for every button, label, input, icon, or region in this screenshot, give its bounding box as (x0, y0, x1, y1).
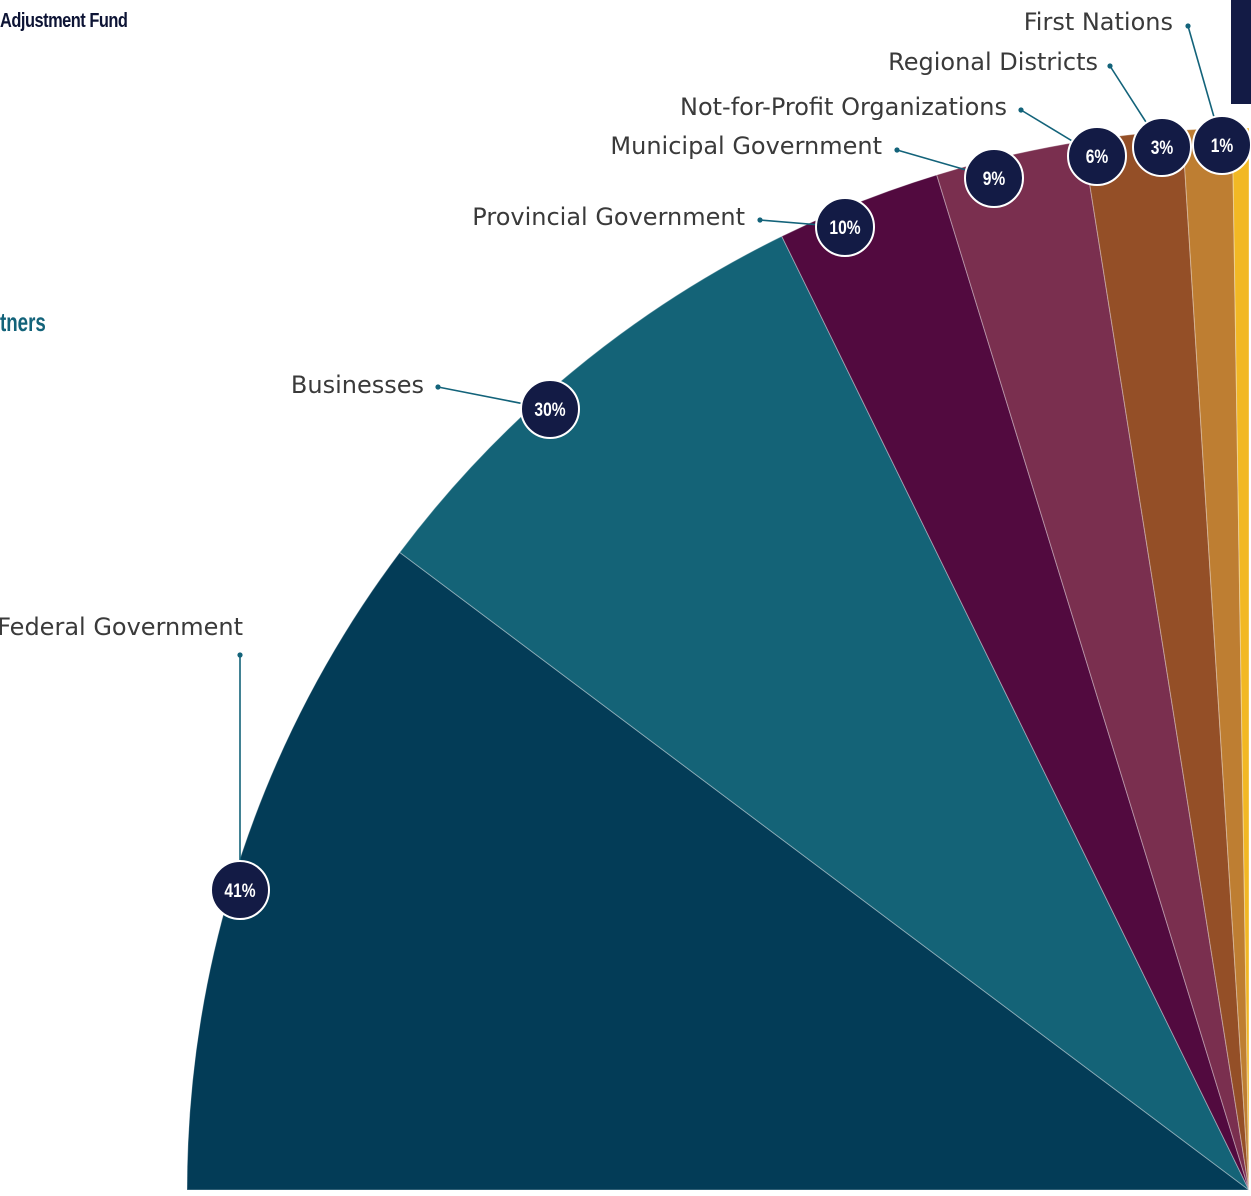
percent-marker-first-nations (1192, 115, 1251, 175)
percent-marker-not-for-profit-organizations (1067, 126, 1127, 186)
leader-dot-municipal-government (894, 147, 900, 153)
percent-label-federal-government: 41% (224, 880, 255, 902)
percent-marker-provincial-government (815, 197, 875, 257)
pie-slice-federal-government (186, 551, 1251, 1191)
slice-label-provincial-government: Provincial Government (472, 203, 745, 231)
section-heading: tners (0, 307, 46, 337)
percent-marker-regional-districts (1132, 117, 1192, 177)
leader-dot-first-nations (1185, 23, 1191, 29)
leader-dot-provincial-government (757, 217, 763, 223)
percent-marker-municipal-government (964, 148, 1024, 208)
percent-label-provincial-government: 10% (829, 217, 860, 239)
percent-label-regional-districts: 3% (1151, 137, 1174, 159)
percent-label-municipal-government: 9% (983, 168, 1006, 190)
percent-marker-federal-government (210, 860, 270, 920)
slice-label-federal-government: Federal Government (0, 613, 243, 641)
slice-label-regional-districts: Regional Districts (888, 48, 1098, 76)
percent-label-businesses: 30% (534, 399, 565, 421)
leader-dot-not-for-profit-organizations (1018, 107, 1024, 113)
slice-label-first-nations: First Nations (1024, 8, 1173, 36)
percent-marker-businesses (520, 379, 580, 439)
percent-label-first-nations: 1% (1211, 135, 1234, 157)
percent-label-not-for-profit-organizations: 6% (1086, 146, 1109, 168)
leader-dot-federal-government (237, 652, 243, 658)
pie-slice-businesses (399, 235, 1250, 1191)
side-accent-bar (1231, 0, 1251, 104)
slice-label-municipal-government: Municipal Government (610, 132, 882, 160)
leader-dot-regional-districts (1107, 63, 1113, 69)
leader-dot-businesses (435, 384, 441, 390)
slice-label-businesses: Businesses (291, 371, 424, 399)
header-title: Adjustment Fund (0, 10, 128, 32)
slice-label-not-for-profit-organizations: Not-for-Profit Organizations (680, 93, 1007, 121)
